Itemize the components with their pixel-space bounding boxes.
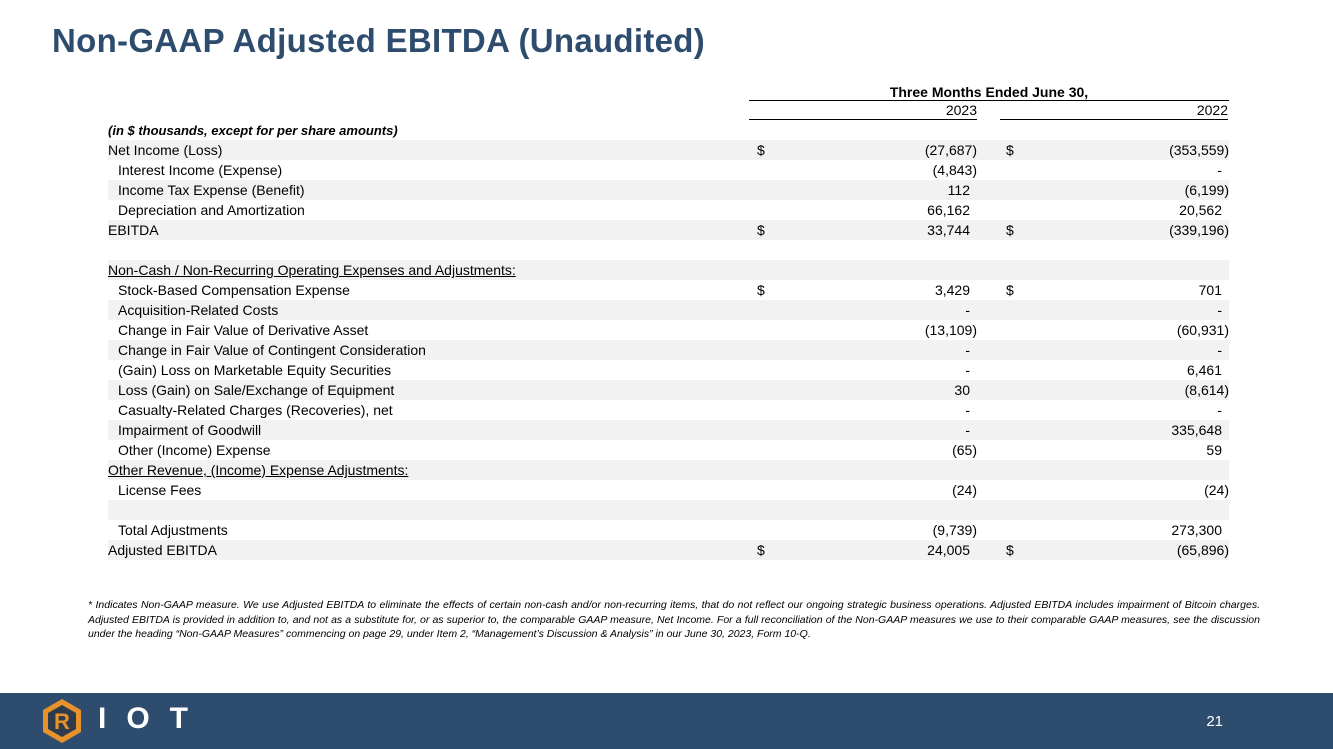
table-row: Change in Fair Value of Derivative Asset… [108, 320, 1229, 340]
value-2022: - [1217, 162, 1222, 178]
table-row [108, 240, 1229, 260]
dollar-sign-2022: $ [1006, 542, 1014, 558]
table-row: License Fees (24) (24) [108, 480, 1229, 500]
table-row: Stock-Based Compensation Expense $3,429 $7… [108, 280, 1229, 300]
dollar-sign-2022: $ [1006, 222, 1014, 238]
value-2022: 59 [1206, 442, 1222, 458]
footer-band: R IOT 21 [0, 693, 1333, 749]
value-2023: - [965, 302, 970, 318]
table-row: EBITDA $33,744 $ (339,196) [108, 220, 1229, 240]
value-2023: 30 [954, 382, 970, 398]
dollar-sign-2023: $ [757, 542, 765, 558]
row-label: Impairment of Goodwill [118, 422, 262, 438]
period-header: Three Months Ended June 30, [889, 84, 1089, 100]
value-2022: - [1217, 402, 1222, 418]
row-label: Adjusted EBITDA [108, 542, 217, 558]
period-divider [749, 100, 1229, 101]
table-row: Adjusted EBITDA $24,005 $ (65,896) [108, 540, 1229, 560]
value-2023: (9,739) [932, 522, 977, 538]
ebitda-table: Net Income (Loss) $ (27,687) $ (353,559) Inte… [108, 140, 1229, 560]
row-label: License Fees [118, 482, 202, 498]
row-label: (Gain) Loss on Marketable Equity Securit… [118, 362, 392, 378]
row-label: Stock-Based Compensation Expense [118, 282, 350, 298]
column-header-2022: 2022 [1000, 102, 1228, 120]
row-label: Net Income (Loss) [108, 142, 223, 158]
table-row: Interest Income (Expense) (4,843) - [108, 160, 1229, 180]
row-label: Change in Fair Value of Derivative Asset [118, 322, 369, 338]
table-row: Loss (Gain) on Sale/Exchange of Equipmen… [108, 380, 1229, 400]
value-2022: (65,896) [1176, 542, 1229, 558]
row-label: Non-Cash / Non-Recurring Operating Expen… [108, 262, 516, 278]
row-label: Interest Income (Expense) [118, 162, 283, 178]
value-2023: (65) [952, 442, 977, 458]
table-row: Casualty-Related Charges (Recoveries), n… [108, 400, 1229, 420]
value-2022: (8,614) [1184, 382, 1229, 398]
table-section-header: Other Revenue, (Income) Expense Adjustme… [108, 460, 1229, 480]
row-label: Income Tax Expense (Benefit) [118, 182, 305, 198]
table-row [108, 500, 1229, 520]
value-2023: - [965, 402, 970, 418]
value-2022: (6,199) [1184, 182, 1229, 198]
dollar-sign-2023: $ [757, 142, 765, 158]
value-2023: 24,005 [927, 542, 970, 558]
row-label: Acquisition-Related Costs [118, 302, 279, 318]
value-2023: 33,744 [927, 222, 970, 238]
table-row: Change in Fair Value of Contingent Consi… [108, 340, 1229, 360]
value-2022: (24) [1204, 482, 1229, 498]
value-2023: - [965, 342, 970, 358]
value-2023: 112 [947, 182, 970, 198]
value-2022: 335,648 [1171, 422, 1222, 438]
row-label: Loss (Gain) on Sale/Exchange of Equipmen… [118, 382, 395, 398]
table-row: (Gain) Loss on Marketable Equity Securit… [108, 360, 1229, 380]
logo-wordmark: IOT [98, 702, 208, 735]
value-2023: 66,162 [927, 202, 970, 218]
value-2022: 701 [1198, 282, 1222, 298]
value-2022: - [1217, 302, 1222, 318]
value-2022: (353,559) [1169, 142, 1229, 158]
table-section-header: Non-Cash / Non-Recurring Operating Expen… [108, 260, 1229, 280]
table-row: Impairment of Goodwill - 335,648 [108, 420, 1229, 440]
row-label: Other Revenue, (Income) Expense Adjustme… [108, 462, 409, 478]
units-note: (in $ thousands, except for per share am… [108, 123, 398, 138]
value-2022: (339,196) [1169, 222, 1229, 238]
value-2022: 20,562 [1179, 202, 1222, 218]
value-2022: - [1217, 342, 1222, 358]
value-2022: (60,931) [1176, 322, 1229, 338]
table-row: Acquisition-Related Costs - - [108, 300, 1229, 320]
row-label: Other (Income) Expense [118, 442, 271, 458]
row-label: Casualty-Related Charges (Recoveries), n… [118, 402, 393, 418]
table-row: Other (Income) Expense (65) 59 [108, 440, 1229, 460]
value-2023: - [965, 362, 970, 378]
value-2023: (24) [952, 482, 977, 498]
value-2023: (27,687) [924, 142, 977, 158]
dollar-sign-2022: $ [1006, 282, 1014, 298]
row-label: EBITDA [108, 222, 159, 238]
value-2023: (4,843) [932, 162, 977, 178]
value-2023: (13,109) [924, 322, 977, 338]
logo-letter: R [54, 709, 70, 734]
table-row: Total Adjustments (9,739) 273,300 [108, 520, 1229, 540]
table-row: Income Tax Expense (Benefit) 112 (6,199) [108, 180, 1229, 200]
table-row: Depreciation and Amortization 66,162 20,56… [108, 200, 1229, 220]
value-2022: 6,461 [1186, 362, 1222, 378]
row-label: Total Adjustments [118, 522, 228, 538]
dollar-sign-2023: $ [757, 282, 765, 298]
dollar-sign-2023: $ [757, 222, 765, 238]
table-row: Net Income (Loss) $ (27,687) $ (353,559) [108, 140, 1229, 160]
footnote: * Indicates Non-GAAP measure. We use Adj… [88, 599, 1260, 640]
row-label: Depreciation and Amortization [118, 202, 305, 218]
dollar-sign-2022: $ [1006, 142, 1014, 158]
page-title: Non-GAAP Adjusted EBITDA (Unaudited) [52, 22, 706, 59]
value-2023: - [965, 422, 970, 438]
value-2022: 273,300 [1171, 522, 1222, 538]
value-2023: 3,429 [934, 282, 970, 298]
row-label: Change in Fair Value of Contingent Consi… [118, 342, 426, 358]
riot-hexagon-logo-icon: R [43, 699, 81, 743]
page-number: 21 [1206, 713, 1223, 730]
column-header-2023: 2023 [749, 102, 977, 120]
